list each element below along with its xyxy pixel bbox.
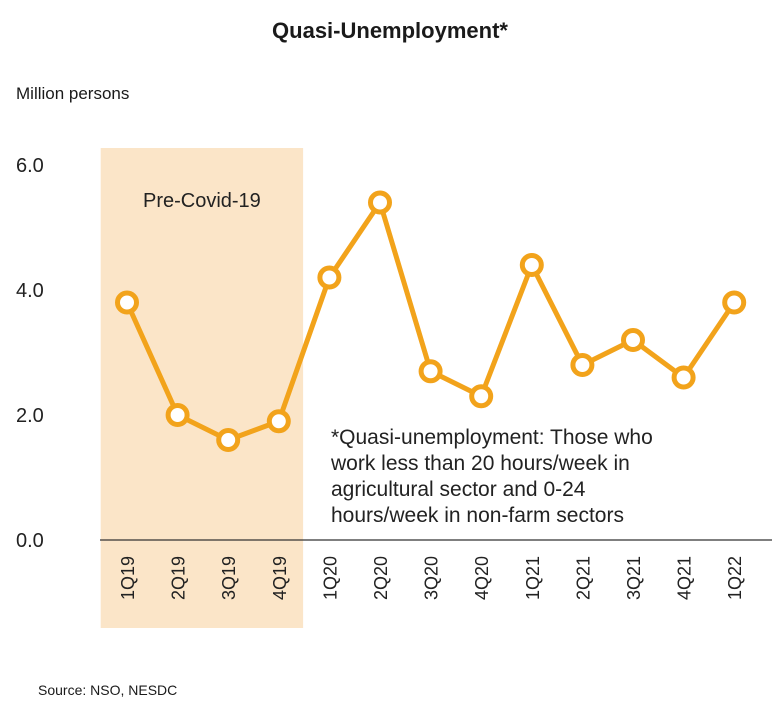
data-point [722, 290, 747, 315]
x-tick-label: 1Q20 [320, 556, 340, 600]
data-point [671, 365, 696, 390]
chart-title: Quasi-Unemployment* [272, 18, 508, 43]
definition-note: *Quasi-unemployment: Those who work less … [330, 426, 653, 527]
data-point [266, 409, 291, 434]
data-point [519, 253, 544, 277]
note-line: agricultural sector and 0-24 [331, 478, 586, 501]
y-tick-label: 2.0 [16, 405, 44, 427]
data-point [469, 384, 494, 409]
data-point [165, 403, 190, 427]
x-tick-label: 3Q20 [422, 556, 442, 600]
x-tick-label: 4Q20 [472, 556, 492, 600]
y-axis-ticks: 0.0 2.0 4.0 6.0 [16, 155, 44, 552]
source-note: Source: NSO, NESDC [38, 682, 178, 698]
note-line: *Quasi-unemployment: Those who [331, 426, 653, 449]
x-tick-label: 2Q21 [573, 556, 593, 600]
x-tick-label: 1Q19 [118, 556, 138, 600]
pre-covid-label: Pre-Covid-19 [143, 190, 261, 212]
pre-covid-shaded-region [100, 148, 304, 628]
y-tick-label: 4.0 [16, 280, 44, 302]
data-point [621, 328, 645, 352]
data-point [418, 359, 443, 384]
data-point [216, 428, 241, 452]
x-tick-label: 2Q20 [371, 556, 391, 600]
data-points [115, 190, 747, 452]
note-line: hours/week in non-farm sectors [331, 504, 624, 527]
data-point [570, 353, 595, 377]
y-tick-label: 0.0 [16, 530, 44, 552]
x-tick-label: 3Q21 [624, 556, 644, 600]
data-point [317, 265, 342, 290]
x-tick-label: 2Q19 [169, 556, 189, 600]
x-axis-ticks: 1Q19 2Q19 3Q19 4Q19 1Q20 2Q20 3Q20 4Q20 1Q21 2Q21… [118, 556, 745, 600]
note-line: work less than 20 hours/week in [330, 452, 630, 475]
data-point [115, 290, 139, 315]
x-tick-label: 4Q21 [675, 556, 695, 600]
data-point [368, 190, 392, 215]
x-tick-label: 3Q19 [219, 556, 239, 600]
x-tick-label: 4Q19 [270, 556, 290, 600]
x-tick-label: 1Q21 [523, 556, 543, 600]
y-tick-label: 6.0 [16, 155, 44, 177]
x-tick-label: 1Q22 [725, 556, 745, 600]
y-axis-unit-label: Million persons [16, 84, 130, 103]
